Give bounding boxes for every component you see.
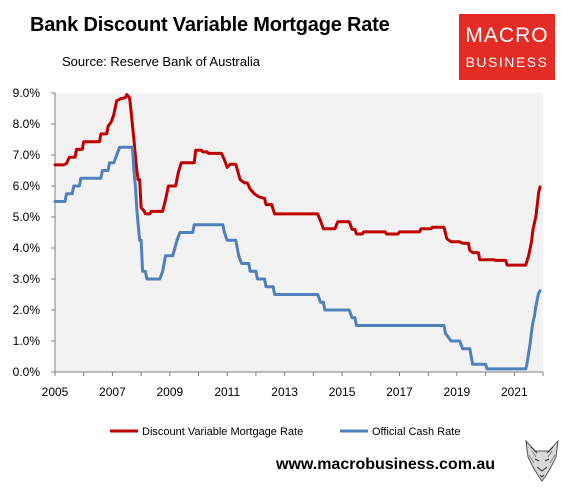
macrobusiness-logo: MACRO BUSINESS [459, 14, 555, 80]
legend: Discount Variable Mortgage Rate Official … [110, 426, 460, 438]
legend-mortgage-rate-label: Discount Variable Mortgage Rate [142, 426, 303, 438]
footer-url: www.macrobusiness.com.au [276, 456, 496, 473]
y-tick-label: 8.0% [13, 117, 41, 131]
y-tick-label: 5.0% [13, 210, 41, 224]
y-tick-label: 7.0% [13, 148, 41, 162]
x-tick-label: 2019 [444, 385, 471, 399]
y-axis: 0.0% 1.0% 2.0% 3.0% 4.0% 5.0% 6.0% 7.0% 8.0% 9.0% [13, 86, 56, 379]
y-tick-label: 2.0% [13, 303, 41, 317]
series-line-mortgage-rate [53, 93, 542, 267]
y-tick-label: 3.0% [13, 272, 41, 286]
x-axis: 2005 2007 2009 2011 2013 2015 2017 2019 2021 [42, 371, 544, 399]
x-tick-label: 2017 [386, 385, 413, 399]
chart-title: Bank Discount Variable Mortgage Rate [30, 14, 390, 36]
x-tick-label: 2005 [42, 385, 69, 399]
plot-area [55, 93, 543, 372]
y-tick-label: 4.0% [13, 241, 41, 255]
x-tick-label: 2009 [156, 385, 183, 399]
x-tick-label: 2007 [99, 385, 126, 399]
x-tick-label: 2013 [271, 385, 298, 399]
y-tick-label: 6.0% [13, 179, 41, 193]
x-tick-label: 2011 [214, 385, 240, 399]
y-tick-label: 1.0% [13, 334, 41, 348]
logo-line-1: MACRO [465, 24, 549, 47]
x-tick-label: 2015 [329, 385, 356, 399]
fox-head-icon [523, 437, 561, 483]
legend-cash-rate-label: Official Cash Rate [372, 426, 460, 438]
x-tick-label: 2021 [501, 385, 528, 399]
y-tick-label: 9.0% [13, 86, 41, 100]
y-tick-label: 0.0% [13, 365, 41, 379]
logo-line-2: BUSINESS [465, 54, 549, 70]
series-layer [53, 93, 542, 371]
series-line-cash-rate [53, 145, 542, 371]
chart-subtitle: Source: Reserve Bank of Australia [62, 54, 260, 69]
